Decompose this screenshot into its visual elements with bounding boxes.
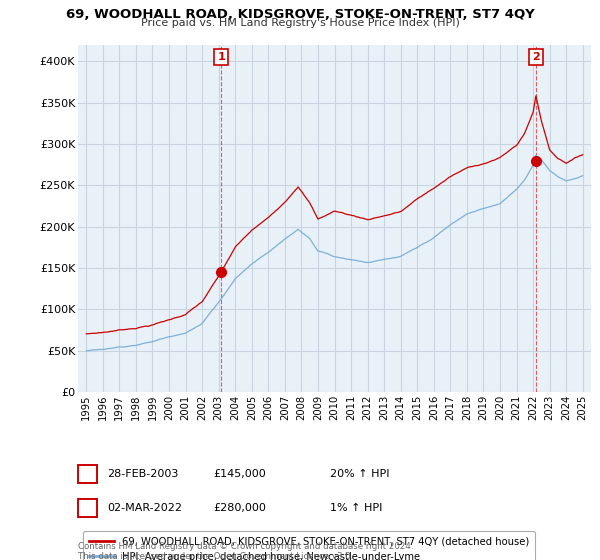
Text: £280,000: £280,000 [213, 503, 266, 513]
Text: 1: 1 [217, 52, 225, 62]
Text: 20% ↑ HPI: 20% ↑ HPI [330, 469, 389, 479]
Text: 02-MAR-2022: 02-MAR-2022 [107, 503, 182, 513]
Text: 1: 1 [83, 468, 92, 481]
Legend: 69, WOODHALL ROAD, KIDSGROVE, STOKE-ON-TRENT, ST7 4QY (detached house), HPI: Ave: 69, WOODHALL ROAD, KIDSGROVE, STOKE-ON-T… [83, 530, 535, 560]
Text: 1% ↑ HPI: 1% ↑ HPI [330, 503, 382, 513]
Text: £145,000: £145,000 [213, 469, 266, 479]
Text: Contains HM Land Registry data © Crown copyright and database right 2024.
This d: Contains HM Land Registry data © Crown c… [78, 542, 413, 560]
Text: 2: 2 [83, 501, 92, 515]
Text: 2: 2 [532, 52, 540, 62]
Text: 69, WOODHALL ROAD, KIDSGROVE, STOKE-ON-TRENT, ST7 4QY: 69, WOODHALL ROAD, KIDSGROVE, STOKE-ON-T… [65, 8, 535, 21]
Text: 28-FEB-2003: 28-FEB-2003 [107, 469, 178, 479]
Text: Price paid vs. HM Land Registry's House Price Index (HPI): Price paid vs. HM Land Registry's House … [140, 18, 460, 29]
